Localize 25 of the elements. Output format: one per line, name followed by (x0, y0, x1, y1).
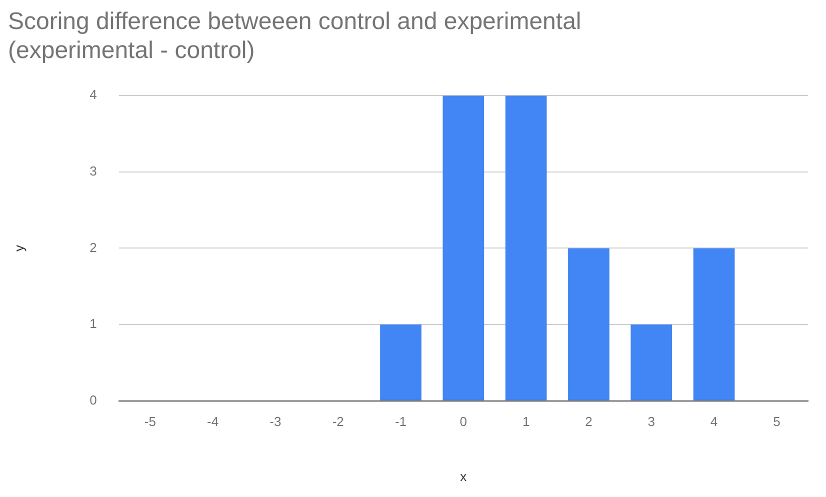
x-tick-label: 3 (648, 414, 655, 430)
bar (505, 96, 547, 400)
x-tick-label: -4 (207, 414, 219, 430)
x-tick-label: -2 (332, 414, 344, 430)
x-tick-label: 1 (522, 414, 530, 430)
y-axis-title: y (11, 244, 26, 252)
bar (568, 248, 610, 400)
x-tick-label: 0 (460, 414, 468, 430)
x-tick-label: -1 (394, 414, 407, 430)
x-tick-label: 5 (773, 414, 780, 430)
chart-title: Scoring difference betweeen control and experimental (experimental - control) (8, 8, 582, 64)
x-tick-label: -3 (270, 414, 282, 430)
x-tick-label: 2 (585, 414, 592, 430)
y-tick-label: 4 (90, 87, 97, 102)
bar (693, 248, 735, 400)
x-tick-label: -5 (144, 414, 156, 430)
bar (442, 96, 484, 400)
y-tick-label: 2 (90, 240, 97, 255)
x-axis-title: x (460, 468, 468, 484)
bar (630, 324, 672, 400)
y-tick-label: 1 (90, 316, 97, 332)
y-tick-label: 3 (90, 163, 97, 178)
y-tick-label: 0 (90, 392, 97, 408)
bar (380, 324, 422, 400)
x-tick-label: 4 (710, 414, 718, 430)
